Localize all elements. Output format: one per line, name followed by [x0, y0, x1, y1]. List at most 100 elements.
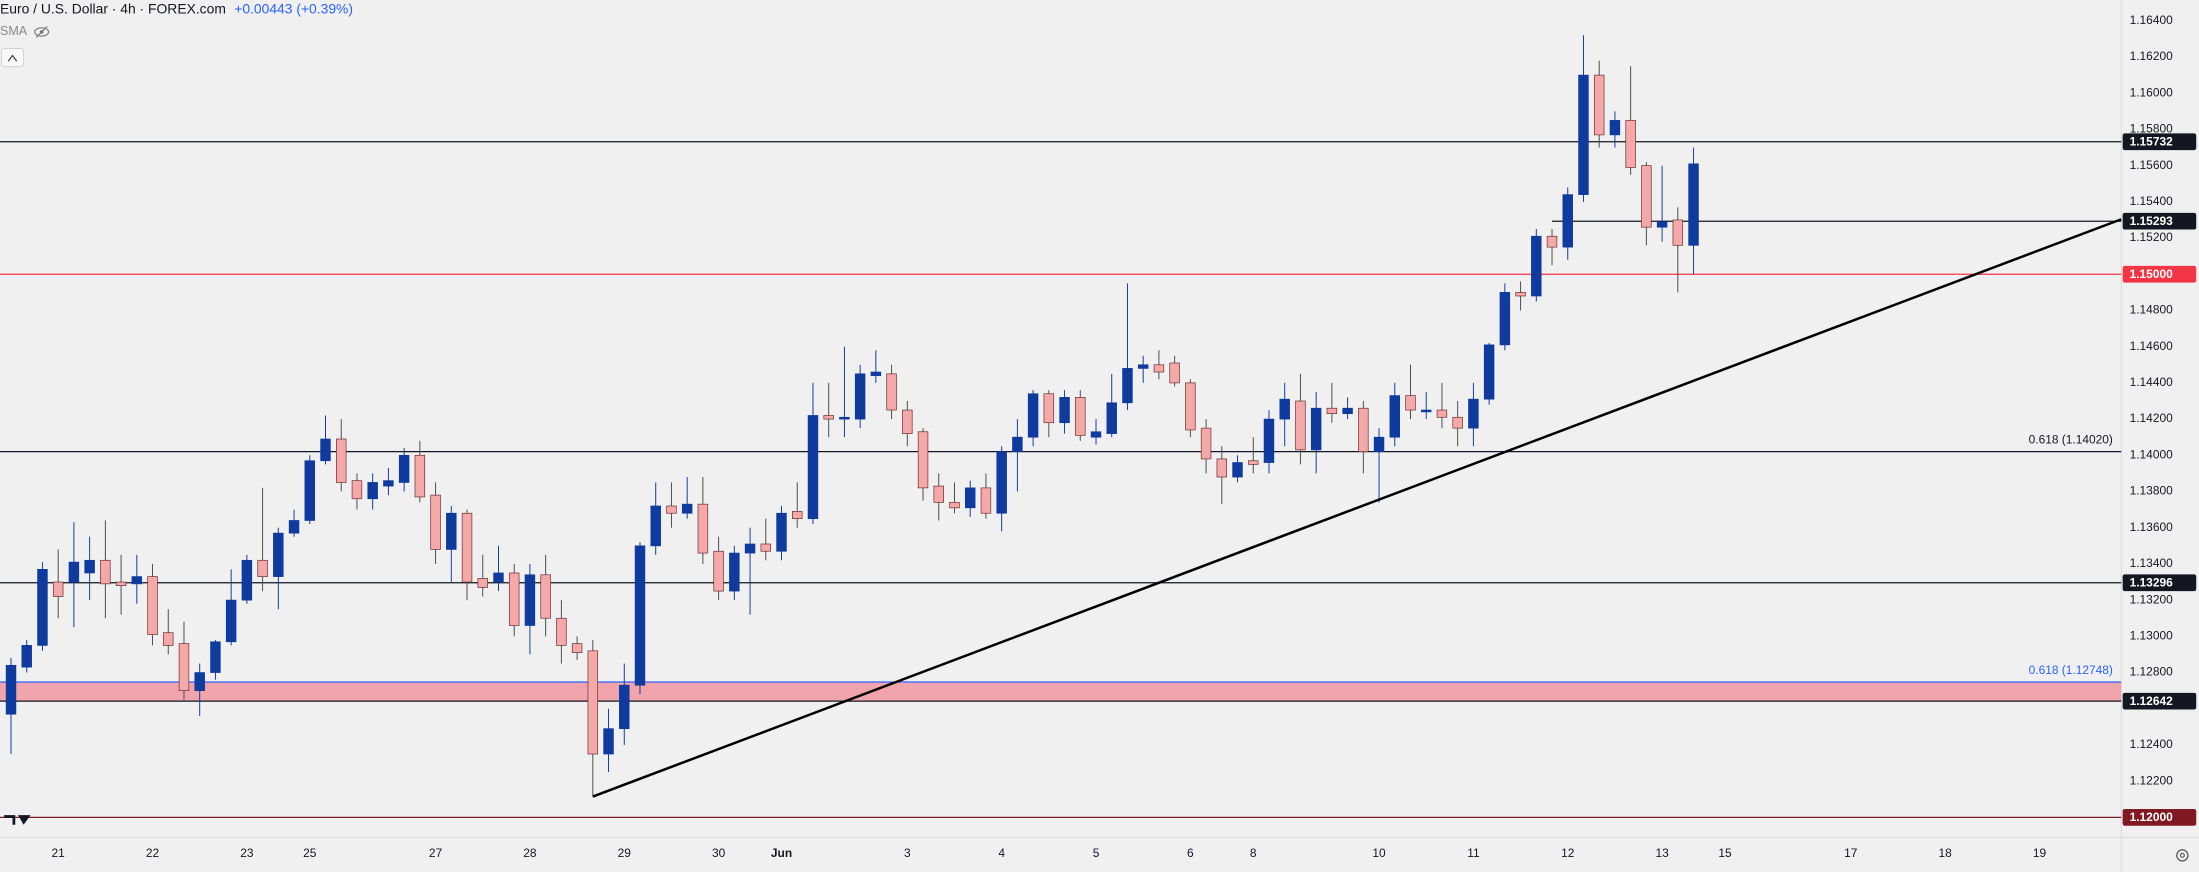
candle-body	[917, 431, 929, 489]
candle-body	[1641, 165, 1652, 228]
price-label: 1.15000	[2130, 267, 2174, 281]
y-tick-label: 1.13800	[2130, 484, 2174, 498]
y-tick-label: 1.16400	[2130, 13, 2174, 27]
x-tick-label: 4	[998, 846, 1005, 860]
y-tick-label: 1.13000	[2130, 628, 2174, 642]
price-label: 1.12000	[2130, 810, 2174, 824]
candle-body	[1137, 364, 1149, 369]
symbol-title[interactable]: Euro / U.S. Dollar · 4h · FOREX.com	[0, 0, 226, 16]
candle-body	[68, 561, 80, 583]
candle-body	[1468, 398, 1479, 429]
x-tick-label: 19	[2033, 846, 2047, 860]
x-tick-label: 15	[1718, 846, 1732, 860]
candle-body	[367, 482, 378, 500]
price-label-bg	[2122, 265, 2197, 283]
candle-body	[1075, 397, 1086, 436]
x-tick-label: 22	[146, 846, 160, 860]
x-tick-label: 18	[1939, 846, 1953, 860]
candle-body	[461, 512, 473, 583]
y-tick-label: 1.13400	[2130, 556, 2174, 570]
candle-body	[351, 480, 363, 500]
candle-body	[1656, 221, 1668, 228]
candle-body	[147, 576, 158, 635]
price-label-bg	[2122, 574, 2197, 592]
eye-icon[interactable]	[34, 25, 50, 38]
candle-body	[1090, 431, 1102, 438]
candle-body	[84, 559, 95, 574]
x-tick-label: 27	[429, 846, 443, 860]
candle-body	[273, 532, 284, 577]
price-label: 1.12642	[2130, 694, 2174, 708]
x-tick-label: 30	[712, 846, 726, 860]
candle-body	[163, 632, 174, 646]
candle-body	[1688, 163, 1699, 246]
candle-body	[398, 454, 410, 483]
candle-body	[744, 543, 756, 554]
candle-body	[807, 415, 819, 520]
candle-body	[854, 373, 866, 420]
candle-body	[1452, 416, 1463, 429]
y-tick-label: 1.12800	[2130, 665, 2174, 679]
indicator-label[interactable]: SMA	[0, 24, 28, 38]
y-tick-label: 1.15600	[2130, 158, 2174, 172]
candle-body	[870, 371, 882, 376]
candle-body	[1373, 436, 1385, 453]
y-tick-label: 1.15400	[2130, 194, 2174, 208]
candle-body	[1483, 344, 1495, 400]
candle-body	[1578, 74, 1589, 195]
candle-body	[1106, 402, 1117, 434]
price-label: 1.15732	[2130, 135, 2174, 149]
y-tick-label: 1.14000	[2130, 447, 2174, 461]
y-tick-label: 1.15800	[2130, 122, 2174, 136]
candle-body	[1279, 398, 1290, 420]
candle-body	[1562, 194, 1573, 248]
candle-body	[5, 664, 17, 715]
candle-body	[634, 545, 646, 686]
candle-body	[100, 559, 111, 585]
candle-body	[603, 728, 614, 755]
candle-body	[225, 599, 237, 643]
settings-icon[interactable]	[2176, 849, 2189, 862]
candle-body	[556, 617, 567, 646]
candle-body	[1672, 219, 1684, 246]
candle-body	[1609, 120, 1621, 136]
candle-body	[37, 569, 48, 646]
candle-body	[996, 451, 1007, 514]
x-tick-label: Jun	[771, 846, 792, 860]
candle-body	[131, 576, 143, 585]
candle-body	[1012, 436, 1023, 453]
x-tick-label: 21	[52, 846, 66, 860]
candle-body	[1389, 395, 1400, 438]
collapse-button[interactable]	[0, 48, 25, 68]
candle-body	[524, 574, 536, 626]
x-tick-label: 10	[1372, 846, 1386, 860]
x-tick-label: 17	[1844, 846, 1858, 860]
price-label: 1.13296	[2130, 576, 2174, 590]
candle-body	[697, 503, 709, 554]
candle-body	[178, 643, 190, 691]
candle-body	[540, 574, 551, 619]
x-tick-label: 25	[303, 846, 317, 860]
y-tick-label: 1.13200	[2130, 592, 2174, 606]
candle-body	[257, 559, 268, 577]
logo	[4, 815, 31, 825]
y-tick-label: 1.12200	[2130, 773, 2174, 787]
candle-body	[1625, 120, 1636, 168]
candle-body	[587, 650, 599, 755]
candle-body	[619, 684, 630, 730]
candle-body	[980, 487, 992, 514]
y-tick-label: 1.14400	[2130, 375, 2174, 389]
candle-body	[776, 512, 787, 552]
candle-body	[1515, 292, 1526, 297]
candle-body	[650, 505, 661, 547]
candle-body	[886, 373, 897, 411]
candle-body	[1326, 407, 1338, 415]
candle-body	[1295, 400, 1306, 451]
price-label-bg	[2122, 212, 2197, 230]
price-label-bg	[2122, 133, 2197, 151]
candle-body	[1153, 364, 1165, 373]
candle-body	[304, 460, 315, 521]
candle-body	[964, 487, 976, 509]
candle-body	[1185, 382, 1196, 431]
